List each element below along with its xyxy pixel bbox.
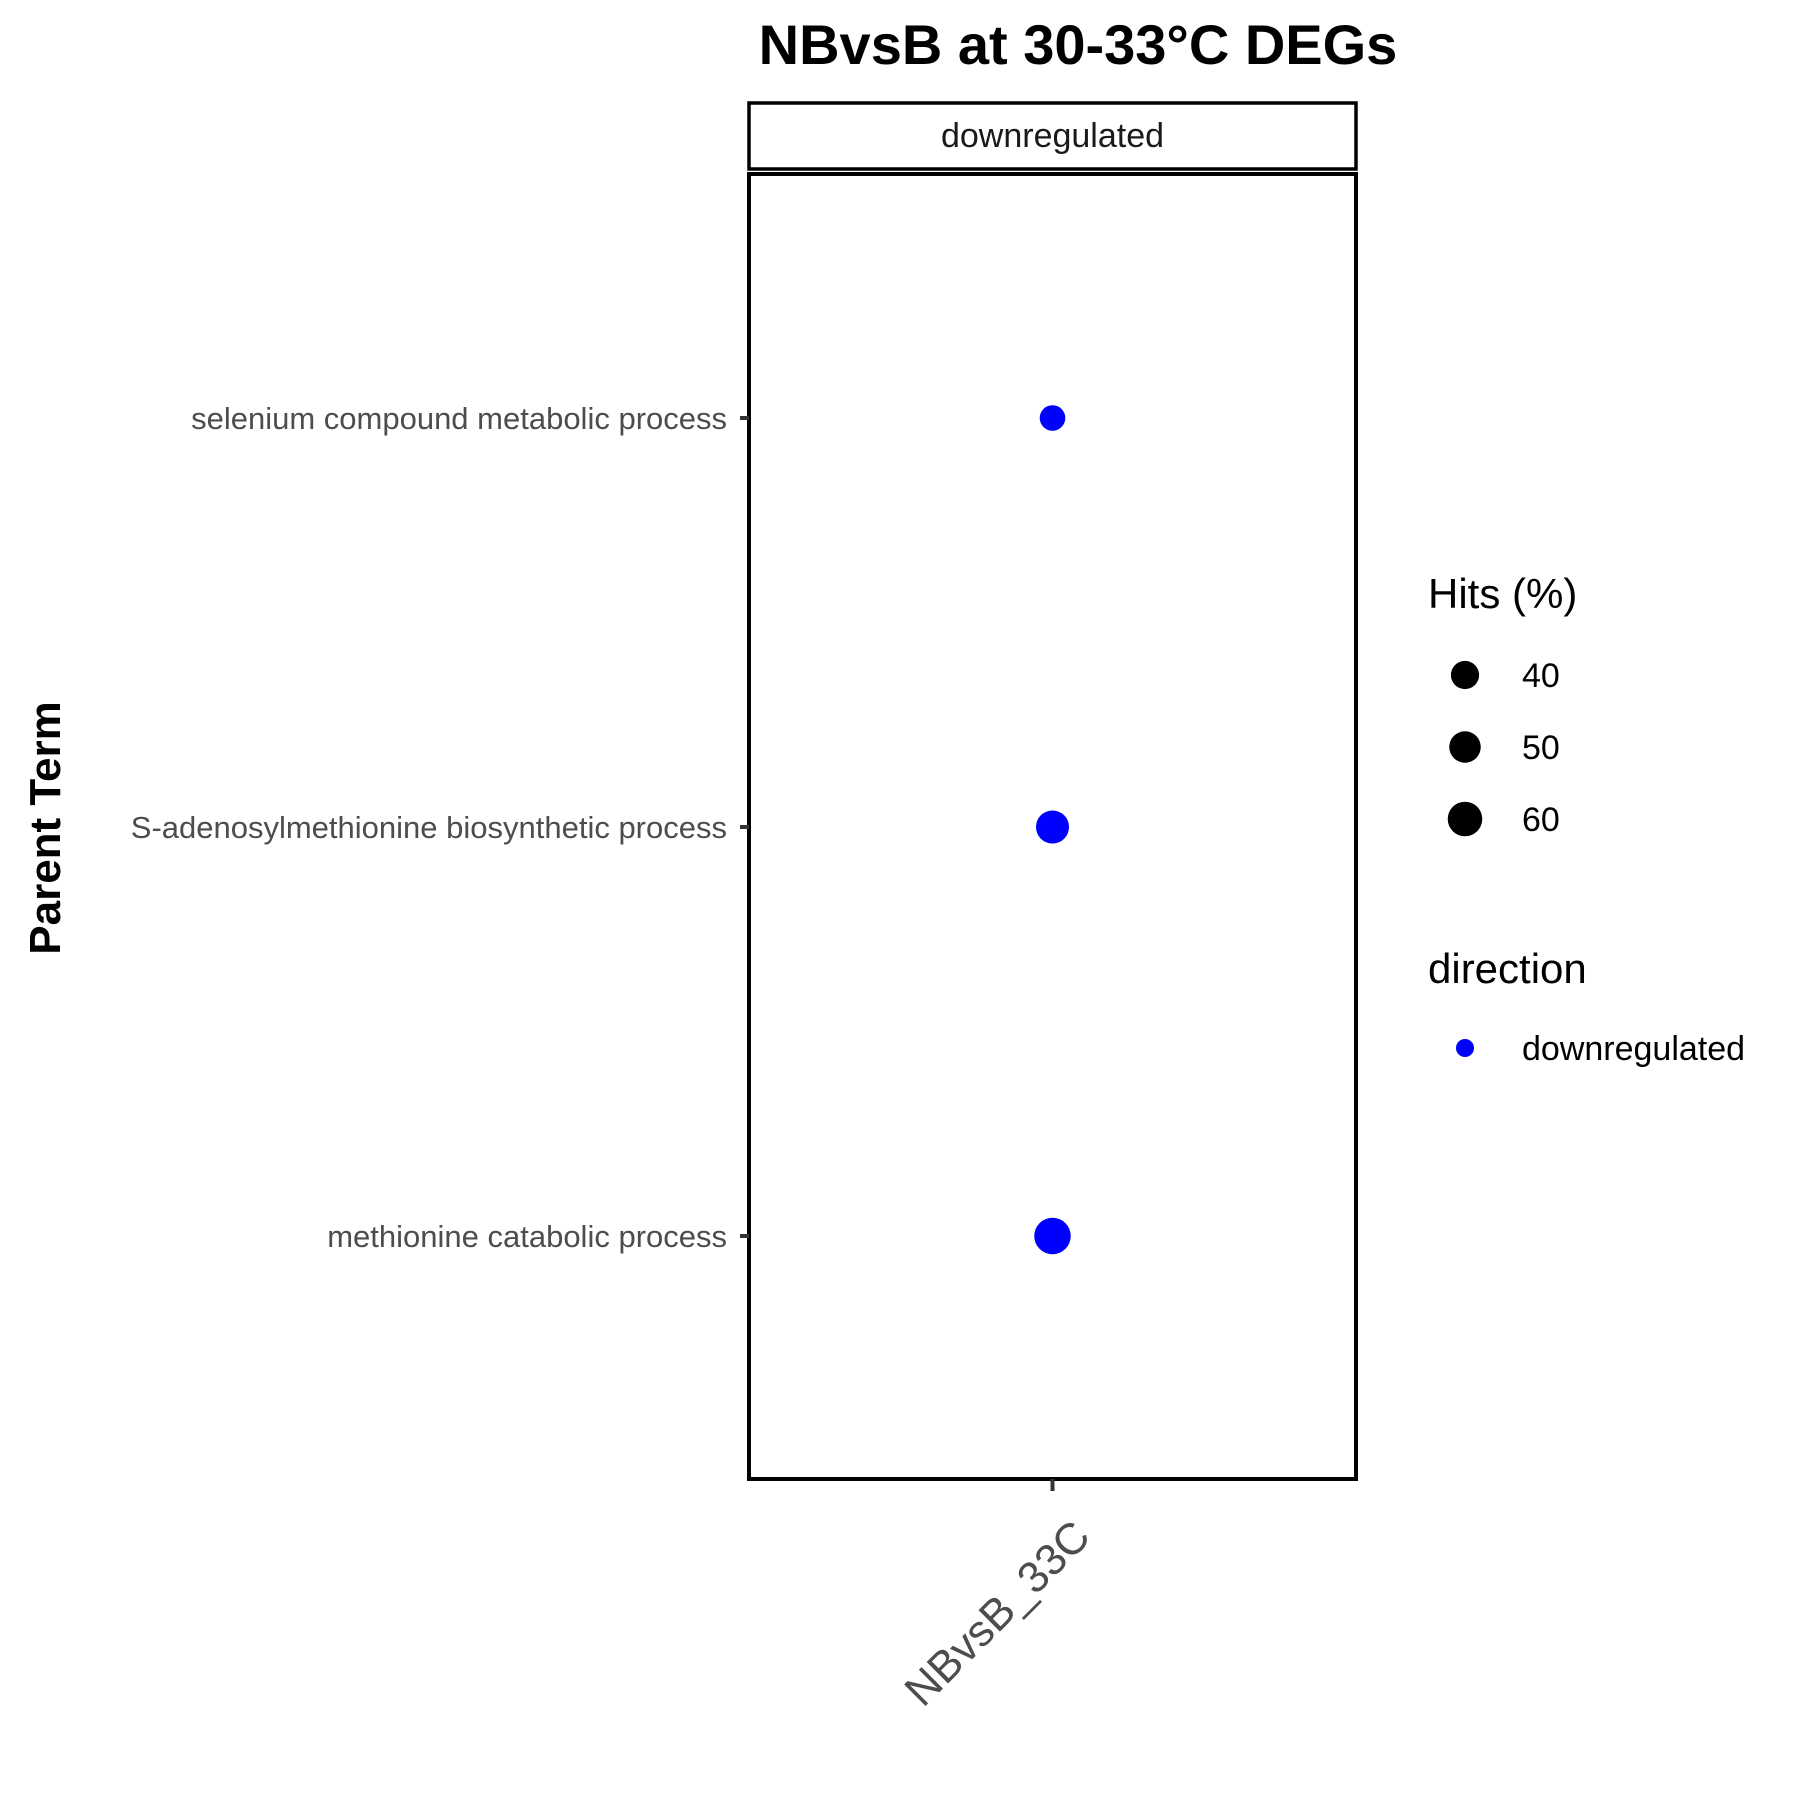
y-tick-label-selenium-compound-metabolic-process: selenium compound metabolic process: [191, 401, 727, 436]
size-legend-key-40: [1450, 660, 1480, 690]
point-selenium-compound-metabolic-process: [1039, 405, 1066, 431]
size-legend-title: Hits (%): [1428, 570, 1577, 617]
size-legend-label-40: 40: [1522, 657, 1560, 695]
y-tick-label-methionine-catabolic-process: methionine catabolic process: [327, 1219, 727, 1254]
y-axis: selenium compound metabolic process S-ade…: [131, 401, 749, 1254]
facet-strip: [747, 101, 1358, 171]
facet-strip-label: downregulated: [941, 117, 1164, 155]
x-tick-label-nbvsb-33c: NBvsB_33C: [895, 1511, 1099, 1715]
y-tick-label-s-adenosylmethionine-biosynthetic-process: S-adenosylmethionine biosynthetic proces…: [131, 810, 727, 845]
color-legend-key-downregulated: [1456, 1039, 1474, 1057]
color-legend-label-downregulated: downregulated: [1522, 1030, 1745, 1068]
legend: Hits (%) 40 50 60 direction downregulated: [1428, 570, 1745, 1068]
size-legend-label-50: 50: [1522, 729, 1560, 767]
point-methionine-catabolic-process: [1034, 1217, 1071, 1255]
size-legend-key-60: [1447, 801, 1483, 837]
color-legend-title: direction: [1428, 945, 1587, 992]
size-legend-key-50: [1449, 731, 1481, 763]
point-s-adenosylmethionine-biosynthetic-process: [1035, 810, 1070, 844]
x-axis: NBvsB_33C: [895, 1479, 1100, 1716]
data-points: [1034, 405, 1071, 1255]
size-legend-label-60: 60: [1522, 801, 1560, 839]
chart-title: NBvsB at 30-33°C DEGs: [759, 13, 1398, 76]
y-axis-label: Parent Term: [21, 701, 70, 955]
